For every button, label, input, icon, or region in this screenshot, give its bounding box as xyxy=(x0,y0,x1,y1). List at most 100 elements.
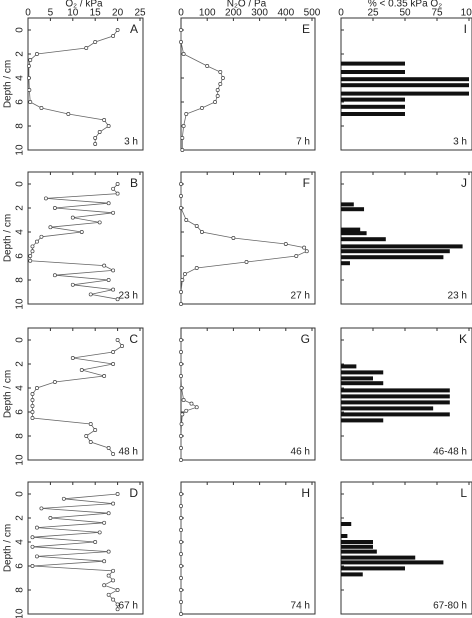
data-point xyxy=(106,446,111,450)
y-tick-label: 8 xyxy=(15,123,26,129)
data-point xyxy=(39,234,44,239)
data-point xyxy=(179,374,183,378)
data-point xyxy=(179,28,183,32)
bar xyxy=(341,544,373,549)
data-point xyxy=(111,268,116,273)
data-point xyxy=(30,392,35,396)
profile-line xyxy=(32,339,123,455)
data-point xyxy=(66,112,71,116)
bar xyxy=(341,394,450,399)
panel-letter: B xyxy=(130,176,138,190)
data-point xyxy=(28,100,33,104)
data-point xyxy=(97,130,102,134)
panel-time: 23 h xyxy=(448,291,467,302)
panel-time: 7 h xyxy=(296,137,310,148)
y-tick-label: 10 xyxy=(15,454,26,466)
panel-time: 27 h xyxy=(291,291,310,302)
data-point xyxy=(111,568,116,573)
y-tick-label: 10 xyxy=(15,298,26,310)
y-tick-label: 0 xyxy=(15,181,26,187)
data-point xyxy=(179,422,184,426)
data-point xyxy=(115,607,120,612)
x-tick-label: 0 xyxy=(178,8,184,19)
data-point xyxy=(111,350,116,354)
data-point xyxy=(35,386,39,390)
data-point xyxy=(179,206,183,210)
data-point xyxy=(35,52,39,56)
data-point xyxy=(88,440,93,444)
y-tick-label: 0 xyxy=(15,337,26,343)
bar xyxy=(341,255,444,260)
bar xyxy=(341,261,350,266)
data-point xyxy=(111,501,116,506)
panel-time: 3 h xyxy=(124,137,138,148)
panel-letter: I xyxy=(464,22,467,36)
data-point xyxy=(30,249,35,254)
data-point xyxy=(97,220,102,225)
data-point xyxy=(115,28,120,32)
panel-frame xyxy=(180,327,316,461)
bar xyxy=(341,534,348,538)
panel-time: 67 h xyxy=(119,601,138,612)
data-point xyxy=(179,302,183,306)
x-tick-label: 25 xyxy=(134,8,146,19)
data-point xyxy=(111,210,116,215)
data-point xyxy=(194,405,199,410)
bar xyxy=(341,104,405,109)
x-tick-label: 0 xyxy=(25,8,31,19)
data-point xyxy=(215,88,220,92)
data-point xyxy=(30,244,35,249)
bar xyxy=(341,249,450,254)
x-tick-label: 5 xyxy=(48,8,54,19)
panel-time: 46-48 h xyxy=(433,447,467,458)
data-point xyxy=(304,249,309,254)
data-point xyxy=(39,506,44,511)
panel-time: 74 h xyxy=(291,601,310,612)
data-point xyxy=(194,224,199,228)
data-point xyxy=(220,76,225,80)
bar xyxy=(341,83,469,88)
y-tick-label: 4 xyxy=(15,385,26,391)
panel-time: 3 h xyxy=(453,137,467,148)
data-point xyxy=(93,142,98,146)
data-point xyxy=(106,549,111,554)
data-point xyxy=(26,64,31,68)
data-point xyxy=(179,40,183,44)
data-point xyxy=(102,520,107,525)
x-tick-label: 75 xyxy=(431,8,443,19)
x-tick-label: 10 xyxy=(67,8,79,19)
bar xyxy=(341,549,377,554)
bar xyxy=(341,227,361,232)
bar xyxy=(341,244,463,249)
data-point xyxy=(231,236,236,240)
panel-frame xyxy=(340,327,472,461)
data-point xyxy=(111,362,116,366)
data-point xyxy=(52,273,57,278)
x-tick-label: 50 xyxy=(399,8,411,19)
data-point xyxy=(93,136,98,140)
bar xyxy=(341,70,405,74)
data-point xyxy=(181,52,186,56)
data-point xyxy=(215,94,220,98)
bar xyxy=(341,388,450,393)
data-point xyxy=(28,258,33,263)
data-point xyxy=(106,573,111,578)
data-point xyxy=(111,34,116,38)
x-tick-label: 300 xyxy=(251,8,268,19)
data-point xyxy=(102,559,107,564)
data-point xyxy=(181,398,186,402)
x-tick-label: 20 xyxy=(112,8,124,19)
bar xyxy=(341,572,363,577)
bar xyxy=(341,91,469,96)
data-point xyxy=(28,254,33,258)
data-point xyxy=(180,148,185,152)
data-point xyxy=(70,356,75,360)
data-point xyxy=(102,583,107,588)
bar xyxy=(341,381,384,386)
data-point xyxy=(106,278,111,282)
bar xyxy=(341,202,354,207)
data-point xyxy=(302,245,307,250)
bar xyxy=(341,400,450,405)
panel-frame xyxy=(27,17,144,151)
